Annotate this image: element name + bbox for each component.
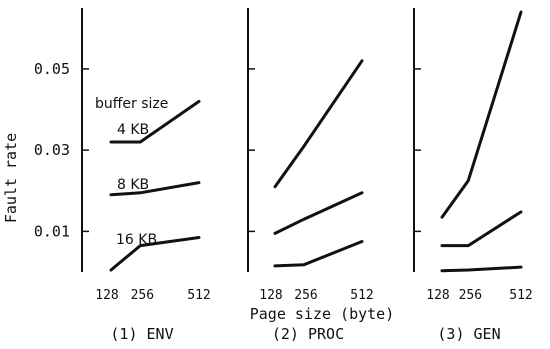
y-axis-title: Fault rate	[2, 133, 20, 223]
series-line	[109, 236, 201, 272]
series-line	[273, 240, 364, 268]
series-line	[109, 181, 201, 197]
series-line	[440, 210, 523, 248]
x-tick-label: 256	[294, 288, 317, 303]
x-tick-label: 512	[350, 288, 373, 303]
x-tick-label: 256	[131, 288, 154, 303]
buffer-size-annotation: buffer size	[95, 96, 168, 112]
buffer-size-label: 16 KB	[116, 232, 157, 248]
series-line	[440, 10, 523, 219]
y-tick-label: 0.01	[34, 222, 70, 240]
panel-title: (2) PROC	[272, 325, 344, 343]
series-line	[273, 191, 364, 235]
x-tick-label: 128	[259, 288, 282, 303]
panel-title: (1) ENV	[110, 325, 173, 343]
x-tick-label: 256	[459, 288, 482, 303]
y-tick-label: 0.05	[34, 60, 70, 78]
x-tick-label: 128	[95, 288, 118, 303]
buffer-size-label: 8 KB	[117, 177, 149, 193]
x-axis-title: Page size (byte)	[250, 305, 395, 323]
x-tick-label: 512	[509, 288, 532, 303]
series-line	[440, 265, 523, 273]
buffer-size-label: 4 KB	[117, 122, 149, 138]
x-tick-label: 128	[426, 288, 449, 303]
series-line	[273, 59, 364, 189]
series-line	[109, 99, 201, 144]
y-tick-label: 0.03	[34, 141, 70, 159]
x-tick-label: 512	[187, 288, 210, 303]
panel-title: (3) GEN	[437, 325, 500, 343]
